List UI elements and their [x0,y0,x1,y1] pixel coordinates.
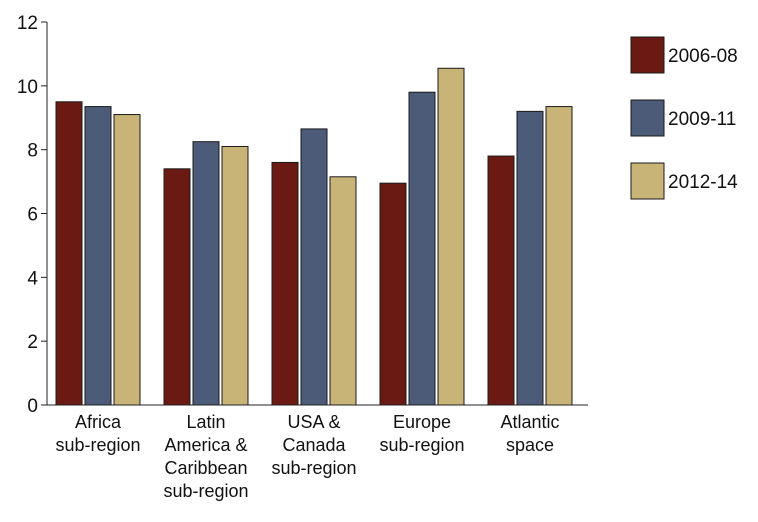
bar-2009-11-4 [516,110,544,406]
legend-swatch [630,162,665,200]
axes-layer: 0 2 4 6 8 10 12 Africa sub-region Latin America & C… [17,13,588,501]
legend-swatch [630,36,665,74]
bar-2012-14-0 [113,114,141,406]
legend-label: 2012-14 [668,172,738,193]
x-tick-label: Atlantic space [500,412,559,455]
bar-2009-11-1 [192,141,220,406]
bar-2009-11-3 [408,91,436,406]
legend: 2006-08 2009-11 2012-14 [630,36,738,200]
bars-layer [55,67,573,406]
x-tick-label: Africa sub-region [55,412,140,455]
x-tick-label: USA & Canada sub-region [271,412,356,478]
bar-2012-14-3 [437,67,465,406]
legend-label: 2006-08 [668,46,738,67]
bar-2012-14-1 [221,145,249,406]
bar-2006-08-3 [379,182,407,406]
y-tick-label: 10 [17,77,38,98]
y-tick-label: 6 [27,205,38,226]
legend-swatch [630,99,665,137]
bar-2006-08-2 [271,161,299,406]
bar-2009-11-0 [84,106,112,406]
y-tick-label: 0 [27,396,38,417]
bar-2012-14-4 [545,106,573,406]
y-tick-label: 8 [27,141,38,162]
y-tick-label: 12 [17,13,38,34]
bar-2009-11-2 [300,128,328,406]
y-tick-label: 2 [27,332,38,353]
bar-2006-08-4 [487,155,515,406]
y-tick-label: 4 [27,268,38,289]
bar-2006-08-1 [163,168,191,406]
bar-2012-14-2 [329,176,357,406]
bar-2006-08-0 [55,101,83,406]
x-tick-label: Europe sub-region [379,412,464,455]
x-tick-label: Latin America & Caribbean sub-region [163,412,248,501]
legend-label: 2009-11 [668,109,736,130]
